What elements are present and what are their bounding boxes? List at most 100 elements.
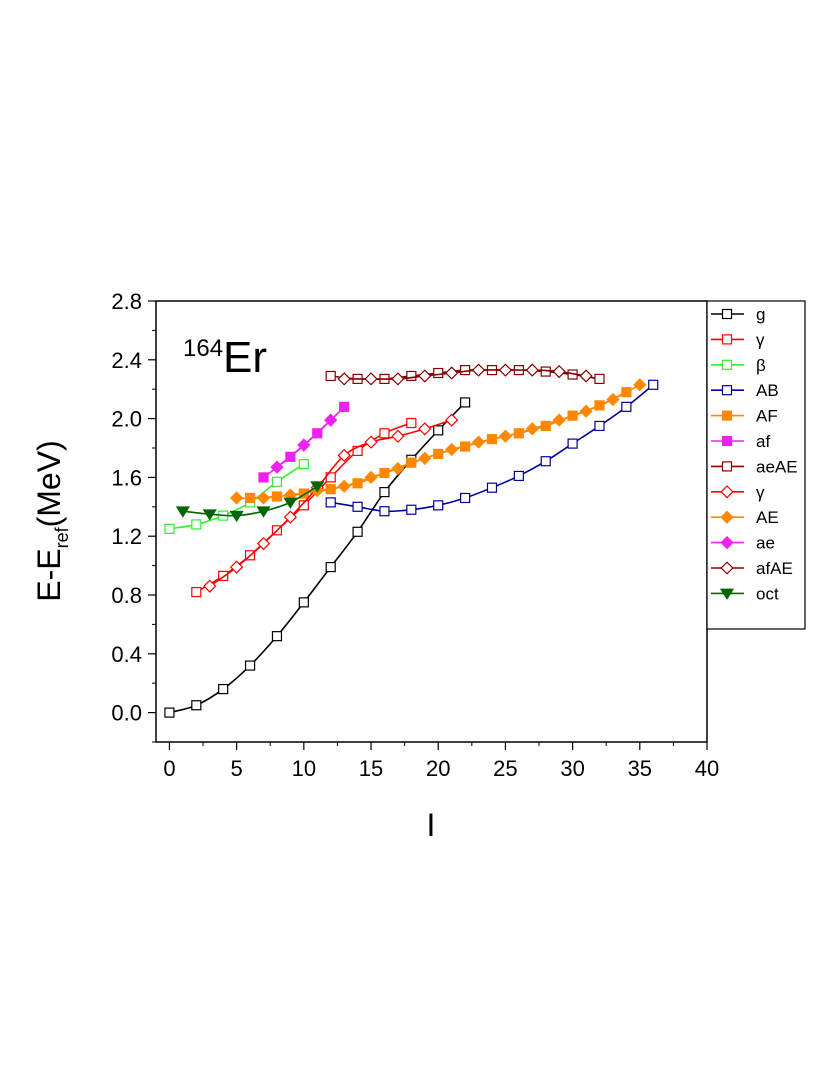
data-point (175, 506, 190, 518)
annotation-mass: 164 (183, 335, 223, 362)
legend-entry: AE (711, 508, 779, 527)
data-point (379, 506, 390, 517)
data-point (218, 570, 229, 581)
data-point (471, 363, 486, 377)
y-tick-label: 0.8 (111, 583, 142, 608)
data-point (418, 369, 432, 383)
data-point (164, 707, 175, 718)
data-point (471, 435, 486, 449)
legend-label: AE (756, 508, 779, 527)
legend-entry: g (711, 305, 765, 324)
data-point (579, 369, 593, 383)
legend-label: ae (756, 534, 775, 553)
y-axis-label: E-Eref(MeV) (31, 440, 72, 601)
x-tick-label: 20 (426, 756, 450, 781)
y-tick-label: 1.6 (111, 465, 142, 490)
x-tick-label: 0 (163, 756, 175, 781)
data-point (283, 510, 298, 524)
data-point (379, 487, 390, 498)
series-line (169, 401, 466, 714)
data-point (256, 491, 271, 505)
series-10 (337, 363, 593, 386)
data-point (352, 526, 363, 537)
data-point (325, 497, 336, 508)
x-axis-label: I (427, 807, 436, 843)
legend-entry: AF (711, 407, 778, 426)
legend-entry: AB (711, 381, 779, 400)
legend-marker (721, 461, 733, 472)
legend-entry: γ (711, 330, 765, 349)
legend-label: AF (756, 407, 778, 426)
data-point (271, 631, 283, 642)
data-point (339, 401, 350, 412)
x-tick-label: 25 (493, 756, 517, 781)
legend-entry: ae (711, 534, 775, 553)
data-point (579, 404, 593, 418)
nuclide-annotation: 164Er (183, 333, 267, 382)
legend-marker (721, 410, 733, 421)
data-point (364, 435, 378, 449)
data-point (191, 586, 202, 598)
data-point (325, 561, 336, 573)
data-point (525, 363, 539, 377)
legend-marker (721, 334, 733, 345)
y-tick-label: 2.0 (111, 407, 142, 432)
legend-marker (719, 588, 735, 600)
data-point (445, 442, 459, 457)
annotation-element: Er (223, 333, 267, 382)
data-point (325, 370, 336, 382)
data-point (552, 364, 566, 379)
data-point (498, 429, 513, 443)
data-point (271, 476, 283, 487)
series-9 (270, 413, 338, 474)
data-series (164, 363, 659, 718)
data-point (283, 497, 298, 509)
legend-label: af (756, 432, 770, 451)
legend-label: γ (756, 483, 765, 502)
data-point (391, 461, 405, 476)
data-point (364, 372, 378, 386)
data-point (418, 422, 432, 436)
data-point (229, 491, 244, 505)
data-point (244, 660, 256, 671)
data-point (406, 370, 417, 382)
legend-entry: oct (711, 584, 779, 603)
y-tick-label: 1.2 (111, 524, 142, 549)
series-line (344, 369, 587, 380)
legend-marker (721, 385, 733, 396)
data-point (337, 448, 351, 462)
data-point (256, 506, 271, 518)
legend-label: oct (756, 584, 779, 603)
legend-entry: afAE (711, 559, 793, 578)
data-point (418, 451, 432, 465)
data-point (459, 492, 471, 504)
data-point (459, 397, 471, 408)
y-tick-label: 2.4 (111, 348, 142, 373)
data-point (433, 500, 444, 511)
y-axis-label-main: E-E (31, 548, 67, 601)
series-line (209, 419, 452, 587)
legend-label: β (756, 356, 766, 375)
data-point (191, 700, 202, 711)
data-point (324, 413, 338, 427)
data-point (540, 456, 551, 467)
data-point (486, 482, 498, 493)
legend-marker (720, 535, 734, 550)
data-point (364, 470, 378, 485)
legend-entry: γ (711, 483, 765, 502)
legend-label: afAE (756, 559, 793, 578)
legend-entry: aeAE (711, 457, 798, 476)
x-tick-label: 10 (292, 756, 316, 781)
data-point (337, 479, 351, 493)
x-tick-label: 35 (628, 756, 652, 781)
series-8 (229, 378, 647, 505)
legend-marker (720, 485, 734, 499)
y-tick-label: 0.4 (111, 642, 142, 667)
legend-label: aeAE (756, 457, 798, 476)
data-point (191, 519, 202, 530)
data-point (310, 481, 325, 493)
x-tick-label: 5 (231, 756, 243, 781)
data-point (379, 428, 390, 439)
